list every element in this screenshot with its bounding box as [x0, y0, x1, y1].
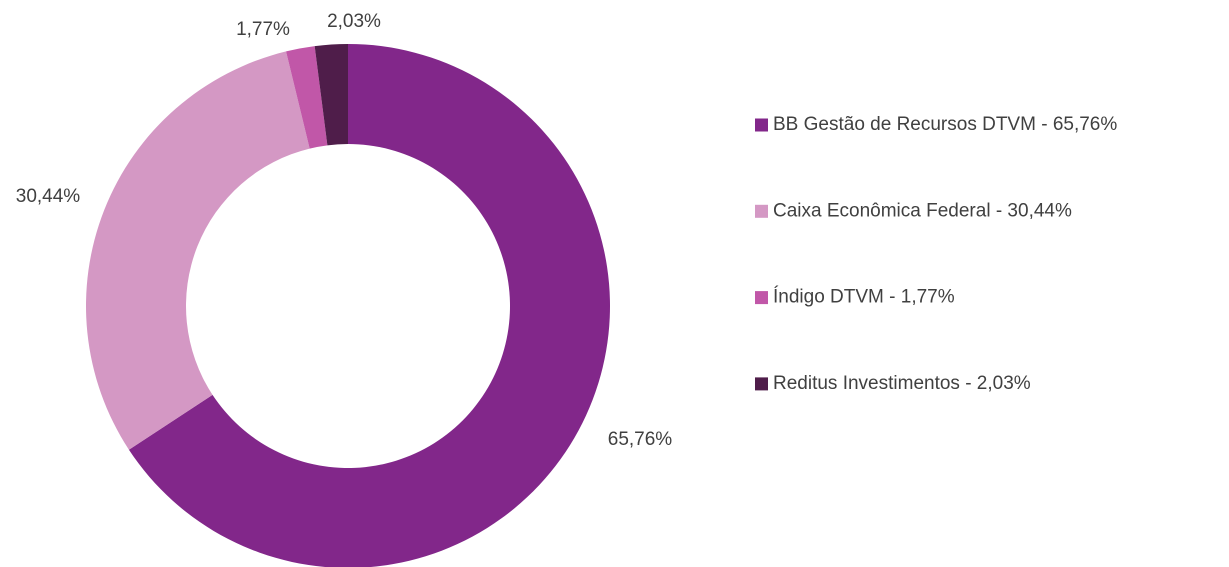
- legend-label: BB Gestão de Recursos DTVM - 65,76%: [773, 114, 1117, 135]
- legend-label: Caixa Econômica Federal - 30,44%: [773, 200, 1072, 221]
- legend-label: Reditus Investimentos - 2,03%: [773, 373, 1031, 394]
- legend-swatch: [755, 204, 768, 218]
- donut-slice: [128, 44, 610, 567]
- data-label: 2,03%: [327, 11, 381, 32]
- data-label: 30,44%: [16, 186, 81, 207]
- data-label: 1,77%: [236, 19, 290, 40]
- donut-slice: [85, 51, 310, 450]
- data-label: 65,76%: [608, 429, 673, 450]
- legend-label: Índigo DTVM - 1,77%: [773, 287, 955, 308]
- legend-swatch: [755, 377, 768, 391]
- donut-slice: [286, 46, 328, 149]
- legend-swatch: [755, 118, 768, 132]
- donut-slice: [314, 44, 348, 146]
- legend-swatch: [755, 291, 768, 305]
